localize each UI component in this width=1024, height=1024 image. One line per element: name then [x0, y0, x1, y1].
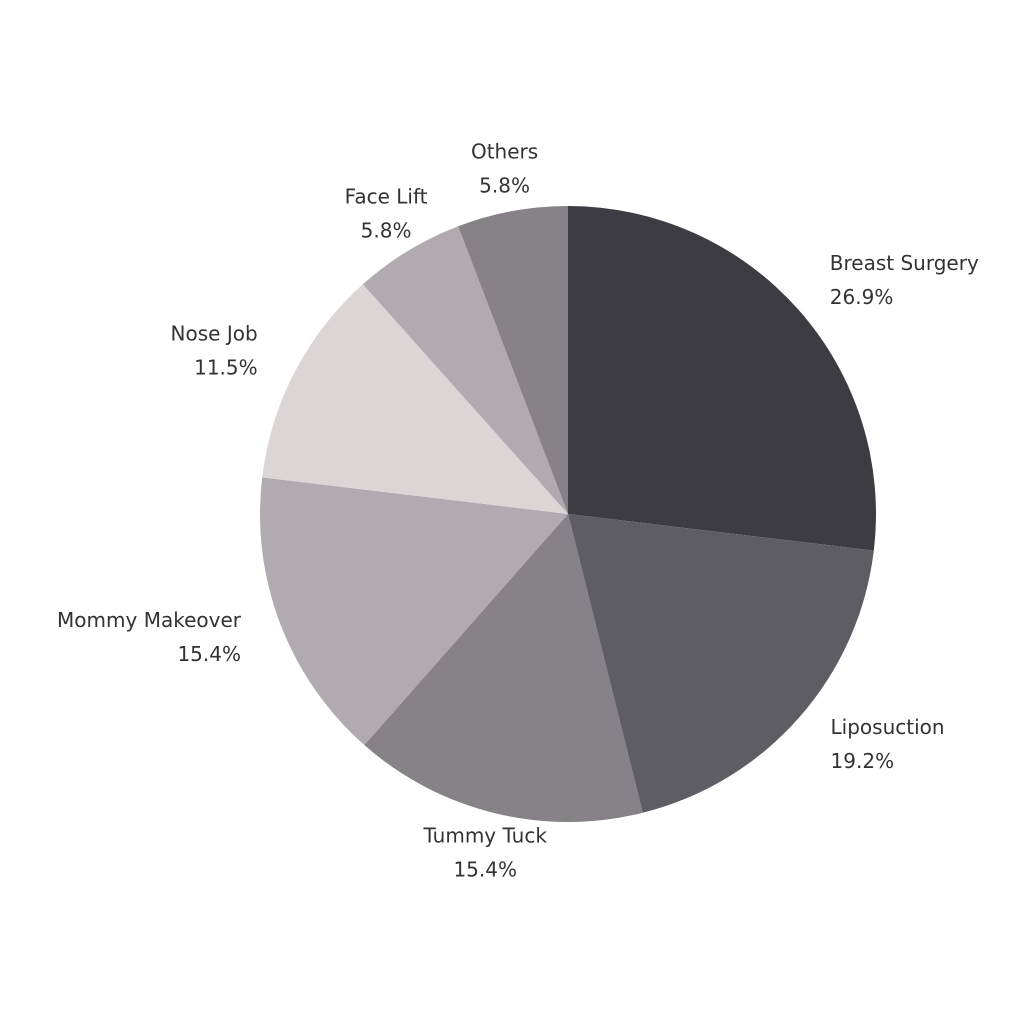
slice-label: Tummy Tuck [422, 824, 547, 848]
slice-label: Liposuction [831, 715, 945, 739]
slice-value: 26.9% [830, 285, 894, 309]
slice-value: 5.8% [361, 219, 412, 243]
slice-value: 19.2% [831, 749, 895, 773]
slice-value: 15.4% [177, 642, 241, 666]
slice-label: Face Lift [345, 185, 428, 209]
pie-slice [364, 514, 643, 823]
slice-label: Breast Surgery [830, 251, 979, 275]
slice-value: 11.5% [194, 356, 258, 380]
pie-slice [262, 284, 568, 514]
pie-slice [458, 206, 568, 514]
pie-slice [259, 477, 568, 746]
slice-value: 15.4% [453, 858, 517, 882]
slice-label: Nose Job [171, 322, 258, 346]
slice-value: 5.8% [479, 173, 530, 197]
pie-slice [568, 206, 876, 551]
pie-slice [568, 514, 874, 813]
slice-label: Others [471, 139, 538, 163]
pie-slice [362, 226, 568, 514]
slice-label: Mommy Makeover [57, 608, 242, 632]
